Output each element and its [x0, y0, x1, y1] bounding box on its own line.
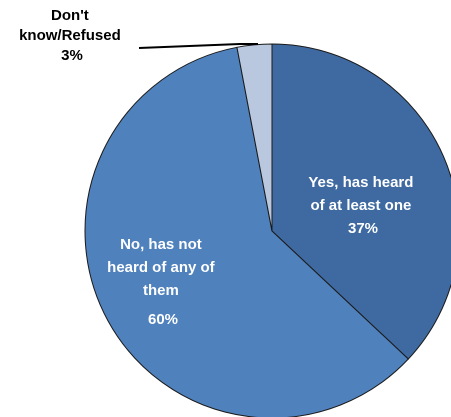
slice-label-yes: Yes, has heard of at least one 37% [308, 174, 417, 237]
slice-value-label: 37% [348, 220, 378, 237]
pie-slice-no [84, 46, 410, 417]
slice-label-line: heard of any of [107, 259, 216, 276]
slice-label-line: them [143, 282, 179, 299]
slice-value-label: 60% [148, 311, 178, 328]
slice-label-line: of at least one [310, 197, 411, 214]
leader-line [138, 43, 258, 49]
slice-label-line: know/Refused [19, 27, 121, 44]
slice-label-line: No, has not [120, 236, 202, 253]
pie-slice-yes [271, 43, 451, 360]
slice-label-dont-know: Don't know/Refused 3% [19, 7, 125, 64]
slice-label-no: No, has not heard of any of them 60% [107, 236, 219, 328]
pie-slices [84, 43, 451, 417]
slice-value-label: 3% [61, 47, 83, 64]
slice-label-line: Don't [51, 7, 89, 24]
slice-label-line: Yes, has heard [308, 174, 413, 191]
